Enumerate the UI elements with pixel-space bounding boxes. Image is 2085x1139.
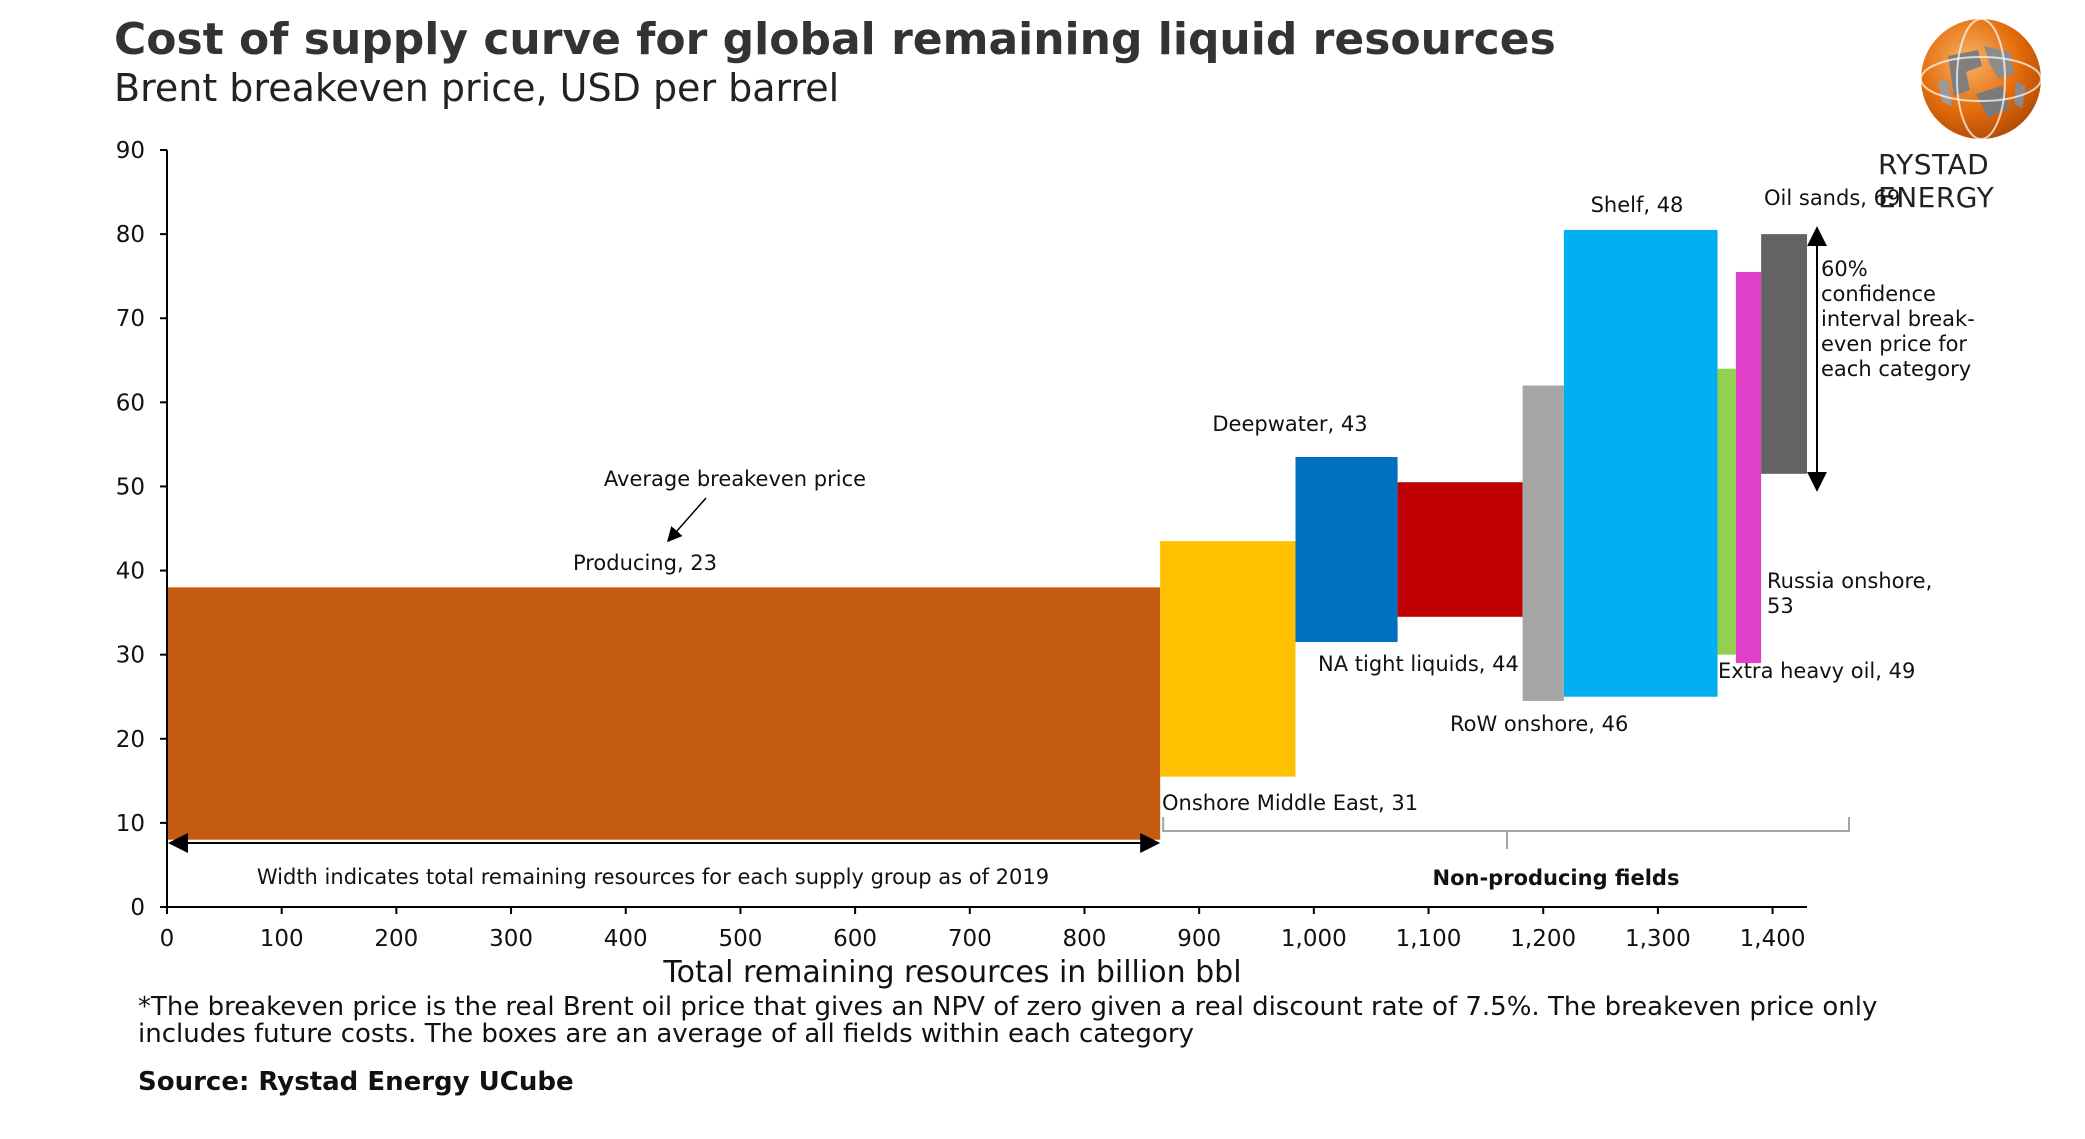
data-label: RoW onshore, 46 [1450, 712, 1628, 736]
x-tick-label: 1,100 [1396, 926, 1462, 952]
chart-subtitle: Brent breakeven price, USD per barrel [114, 66, 840, 110]
bar-deepwater [1295, 457, 1398, 643]
annotation-average: Average breakeven price [604, 467, 866, 491]
x-tick-label: 500 [718, 926, 762, 952]
brand-name: RYSTAD ENERGY [1878, 148, 1995, 214]
average-arrow [667, 497, 707, 543]
x-tick-label: 1,400 [1740, 926, 1806, 952]
bar-shelf [1563, 229, 1718, 697]
chart-title: Cost of supply curve for global remainin… [114, 14, 1556, 65]
data-label: Onshore Middle East, 31 [1162, 791, 1418, 815]
bar-na-tight-liquids [1397, 482, 1523, 617]
y-tick-label: 20 [116, 727, 145, 753]
data-label: Extra heavy oil, 49 [1718, 659, 1915, 683]
x-tick-label: 800 [1063, 926, 1107, 952]
data-label: NA tight liquids, 44 [1318, 652, 1519, 676]
data-label: Oil sands, 69 [1764, 186, 1900, 210]
x-tick-label: 900 [1177, 926, 1221, 952]
non-producing-brace [1162, 817, 1850, 849]
annotation-confidence-line: even price for [1821, 332, 1967, 356]
x-tick-label: 400 [604, 926, 648, 952]
x-axis-title: Total remaining resources in billion bbl [663, 955, 1242, 990]
data-label: 53 [1767, 594, 1794, 618]
y-tick-label: 90 [116, 138, 145, 164]
annotation-non-producing: Non-producing fields [1433, 866, 1680, 890]
x-tick-label: 300 [489, 926, 533, 952]
data-label: Deepwater, 43 [1212, 412, 1367, 436]
y-tick-label: 50 [116, 474, 145, 500]
x-tick-label: 1,000 [1281, 926, 1347, 952]
x-tick-label: 0 [160, 926, 175, 952]
x-tick-label: 1,200 [1510, 926, 1576, 952]
annotation-width-note: Width indicates total remaining resource… [257, 865, 1049, 889]
footnote: *The breakeven price is the real Brent o… [138, 992, 1878, 1049]
bar-row-onshore [1522, 385, 1564, 701]
globe-icon [1920, 18, 2042, 140]
x-tick-label: 700 [948, 926, 992, 952]
y-tick-label: 70 [116, 306, 145, 332]
y-tick-label: 30 [116, 643, 145, 669]
x-tick-label: 600 [833, 926, 877, 952]
bar-russia-onshore [1735, 271, 1762, 664]
x-tick-label: 200 [374, 926, 418, 952]
bar-extra-heavy-oil [1717, 368, 1736, 655]
annotation-confidence-line: 60% [1821, 257, 1868, 281]
bar-oil-sands [1761, 234, 1807, 474]
data-label: Shelf, 48 [1591, 193, 1684, 217]
data-label: Producing, 23 [573, 551, 717, 575]
data-label: Russia onshore, [1767, 569, 1932, 593]
bar-onshore-middle-east [1160, 541, 1296, 777]
x-tick-label: 1,300 [1625, 926, 1691, 952]
y-tick-label: 80 [116, 222, 145, 248]
annotation-confidence-line: interval break- [1821, 307, 1975, 331]
bar-producing [167, 587, 1161, 840]
y-tick-label: 40 [116, 559, 145, 585]
source-note: Source: Rystad Energy UCube [138, 1067, 574, 1097]
y-tick-label: 60 [116, 390, 145, 416]
y-tick-label: 0 [130, 895, 145, 921]
annotation-confidence-line: confidence [1821, 282, 1936, 306]
y-tick-label: 10 [116, 811, 145, 837]
annotation-confidence-line: each category [1821, 357, 1971, 381]
x-tick-label: 100 [260, 926, 304, 952]
